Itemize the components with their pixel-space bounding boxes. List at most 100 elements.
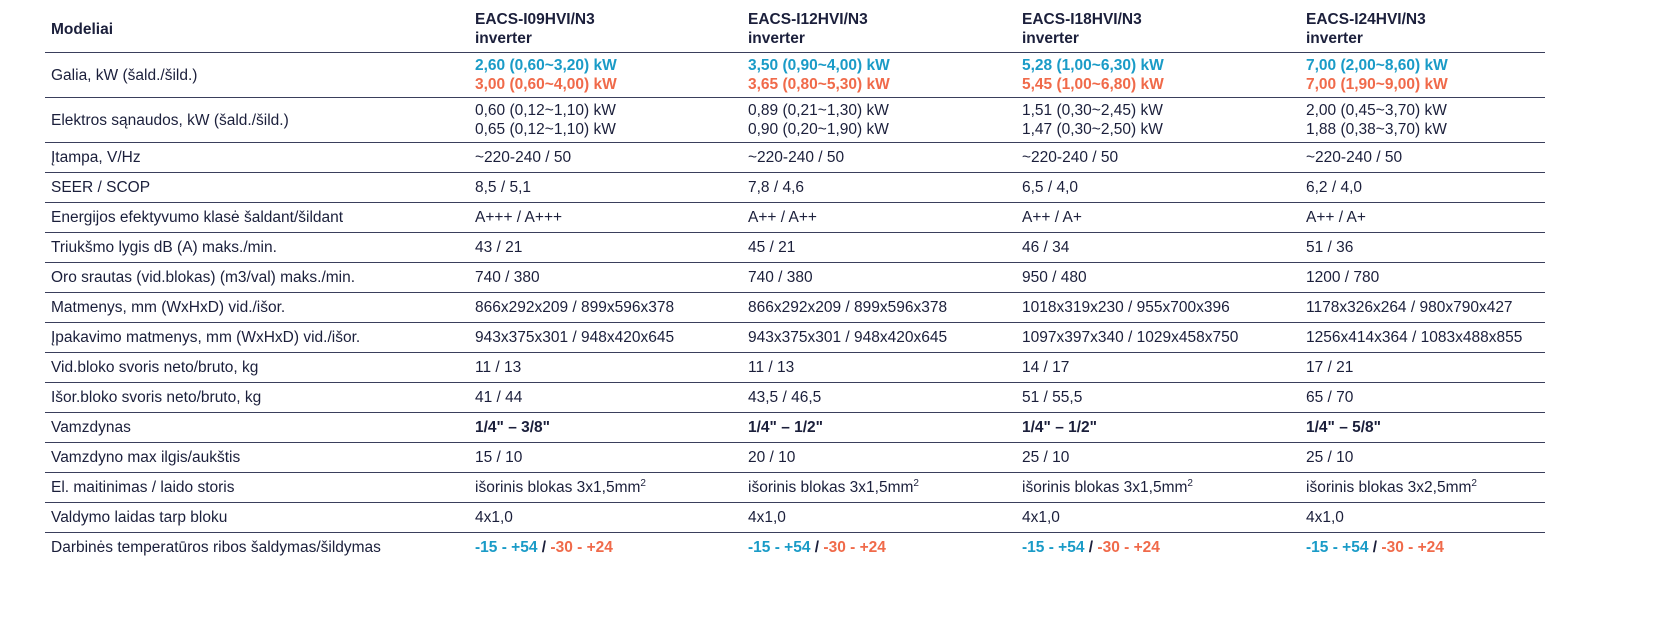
heating-range: -30 - +24 bbox=[1381, 539, 1444, 556]
table-cell: 740 / 380 bbox=[475, 269, 540, 286]
table-cell: 43 / 21 bbox=[475, 239, 523, 256]
cooling-power: 2,60 (0,60~3,20) kW bbox=[475, 57, 617, 74]
row-indoor-weight: Vid.bloko svoris neto/bruto, kg 11 / 13 … bbox=[45, 353, 1545, 383]
consumption-heating: 0,65 (0,12~1,10) kW bbox=[475, 121, 616, 138]
range-separator: / bbox=[1088, 539, 1094, 556]
table-cell: 20 / 10 bbox=[748, 449, 796, 466]
row-airflow: Oro srautas (vid.blokas) (m3/val) maks./… bbox=[45, 263, 1545, 293]
table-cell: 41 / 44 bbox=[475, 389, 523, 406]
row-power-supply: El. maitinimas / laido storis išorinis b… bbox=[45, 473, 1545, 503]
row-label: Matmenys, mm (WxHxD) vid./išor. bbox=[51, 299, 286, 316]
table-cell: išorinis blokas 3x1,5mm2 bbox=[469, 473, 742, 503]
model-type: inverter bbox=[475, 30, 532, 47]
table-cell: 65 / 70 bbox=[1306, 389, 1354, 406]
table-cell: 1200 / 780 bbox=[1306, 269, 1380, 286]
table-cell: 51 / 36 bbox=[1306, 239, 1354, 256]
temperature-cell: -15 - +54 / -30 - +24 bbox=[742, 533, 1016, 563]
row-piping: Vamzdynas 1/4" – 3/8" 1/4" – 1/2" 1/4" –… bbox=[45, 413, 1545, 443]
superscript: 2 bbox=[640, 477, 646, 489]
model-type: inverter bbox=[1022, 30, 1079, 47]
superscript: 2 bbox=[1187, 477, 1193, 489]
row-outdoor-weight: Išor.bloko svoris neto/bruto, kg 41 / 44… bbox=[45, 383, 1545, 413]
model-header: EACS-I12HVI/N3 inverter bbox=[742, 6, 1016, 53]
power-supply-value: išorinis blokas 3x1,5mm bbox=[475, 479, 641, 496]
consumption-cell: 0,60 (0,12~1,10) kW 0,65 (0,12~1,10) kW bbox=[469, 98, 742, 143]
model-name: EACS-I24HVI/N3 bbox=[1306, 11, 1426, 28]
row-operating-temperature: Darbinės temperatūros ribos šaldymas/šil… bbox=[45, 533, 1545, 563]
row-voltage: Įtampa, V/Hz ~220-240 / 50 ~220-240 / 50… bbox=[45, 143, 1545, 173]
spec-table: Modeliai EACS-I09HVI/N3 inverter EACS-I1… bbox=[45, 6, 1545, 562]
table-cell: A+++ / A+++ bbox=[475, 209, 563, 226]
model-name: EACS-I18HVI/N3 bbox=[1022, 11, 1142, 28]
consumption-heating: 1,88 (0,38~3,70) kW bbox=[1306, 121, 1447, 138]
consumption-heating: 1,47 (0,30~2,50) kW bbox=[1022, 121, 1163, 138]
table-cell: 11 / 13 bbox=[475, 359, 522, 376]
row-consumption: Elektros sąnaudos, kW (šald./šild.) 0,60… bbox=[45, 98, 1545, 143]
cooling-power: 5,28 (1,00~6,30) kW bbox=[1022, 57, 1164, 74]
table-cell: 1/4" – 3/8" bbox=[475, 419, 551, 436]
model-type: inverter bbox=[748, 30, 805, 47]
range-separator: / bbox=[1372, 539, 1378, 556]
temperature-cell: -15 - +54 / -30 - +24 bbox=[1300, 533, 1545, 563]
row-noise: Triukšmo lygis dB (A) maks./min. 43 / 21… bbox=[45, 233, 1545, 263]
consumption-cell: 2,00 (0,45~3,70) kW 1,88 (0,38~3,70) kW bbox=[1300, 98, 1545, 143]
consumption-heating: 0,90 (0,20~1,90) kW bbox=[748, 121, 889, 138]
table-cell: A++ / A++ bbox=[748, 209, 817, 226]
consumption-cooling: 0,60 (0,12~1,10) kW bbox=[475, 102, 616, 119]
row-label: Vid.bloko svoris neto/bruto, kg bbox=[51, 359, 259, 376]
temperature-cell: -15 - +54 / -30 - +24 bbox=[1016, 533, 1300, 563]
consumption-cooling: 2,00 (0,45~3,70) kW bbox=[1306, 102, 1447, 119]
table-cell: išorinis blokas 3x2,5mm2 bbox=[1300, 473, 1545, 503]
power-supply-value: išorinis blokas 3x2,5mm bbox=[1306, 479, 1472, 496]
superscript: 2 bbox=[913, 477, 919, 489]
consumption-cooling: 1,51 (0,30~2,45) kW bbox=[1022, 102, 1163, 119]
model-name: EACS-I12HVI/N3 bbox=[748, 11, 868, 28]
heating-range: -30 - +24 bbox=[550, 539, 613, 556]
power-cell: 7,00 (2,00~8,60) kW 7,00 (1,90~9,00) kW bbox=[1300, 53, 1545, 98]
row-label: Darbinės temperatūros ribos šaldymas/šil… bbox=[51, 539, 381, 556]
table-cell: ~220-240 / 50 bbox=[475, 149, 572, 166]
heating-power: 3,65 (0,80~5,30) kW bbox=[748, 76, 890, 93]
table-cell: 943x375x301 / 948x420x645 bbox=[748, 329, 948, 346]
model-header: EACS-I24HVI/N3 inverter bbox=[1300, 6, 1545, 53]
table-cell: 46 / 34 bbox=[1022, 239, 1070, 256]
power-supply-value: išorinis blokas 3x1,5mm bbox=[1022, 479, 1188, 496]
model-name: EACS-I09HVI/N3 bbox=[475, 11, 595, 28]
power-supply-value: išorinis blokas 3x1,5mm bbox=[748, 479, 914, 496]
header-label: Modeliai bbox=[51, 20, 114, 38]
table-cell: A++ / A+ bbox=[1306, 209, 1366, 226]
model-header: EACS-I18HVI/N3 inverter bbox=[1016, 6, 1300, 53]
row-label: Valdymo laidas tarp bloku bbox=[51, 509, 228, 526]
model-type: inverter bbox=[1306, 30, 1363, 47]
table-cell: 4x1,0 bbox=[1022, 509, 1060, 526]
header-row: Modeliai EACS-I09HVI/N3 inverter EACS-I1… bbox=[45, 6, 1545, 53]
consumption-cell: 1,51 (0,30~2,45) kW 1,47 (0,30~2,50) kW bbox=[1016, 98, 1300, 143]
table-cell: 1018x319x230 / 955x700x396 bbox=[1022, 299, 1230, 316]
table-cell: 866x292x209 / 899x596x378 bbox=[748, 299, 948, 316]
row-label: Vamzdynas bbox=[51, 419, 131, 436]
table-cell: 45 / 21 bbox=[748, 239, 796, 256]
table-cell: 11 / 13 bbox=[748, 359, 795, 376]
table-cell: 51 / 55,5 bbox=[1022, 389, 1083, 406]
table-cell: 1/4" – 1/2" bbox=[748, 419, 824, 436]
row-label: El. maitinimas / laido storis bbox=[51, 479, 235, 496]
table-cell: ~220-240 / 50 bbox=[748, 149, 845, 166]
row-control-cable: Valdymo laidas tarp bloku 4x1,0 4x1,0 4x… bbox=[45, 503, 1545, 533]
consumption-cell: 0,89 (0,21~1,30) kW 0,90 (0,20~1,90) kW bbox=[742, 98, 1016, 143]
heating-range: -30 - +24 bbox=[1097, 539, 1160, 556]
consumption-cooling: 0,89 (0,21~1,30) kW bbox=[748, 102, 889, 119]
range-separator: / bbox=[814, 539, 820, 556]
table-cell: 7,8 / 4,6 bbox=[748, 179, 805, 196]
table-cell: 740 / 380 bbox=[748, 269, 813, 286]
heating-power: 5,45 (1,00~6,80) kW bbox=[1022, 76, 1164, 93]
table-cell: 4x1,0 bbox=[475, 509, 513, 526]
table-cell: 1/4" – 5/8" bbox=[1306, 419, 1382, 436]
table-cell: 1097x397x340 / 1029x458x750 bbox=[1022, 329, 1239, 346]
table-cell: 8,5 / 5,1 bbox=[475, 179, 532, 196]
row-label: Galia, kW (šald./šild.) bbox=[51, 66, 198, 84]
power-cell: 5,28 (1,00~6,30) kW 5,45 (1,00~6,80) kW bbox=[1016, 53, 1300, 98]
cooling-power: 3,50 (0,90~4,00) kW bbox=[748, 57, 890, 74]
row-seer-scop: SEER / SCOP 8,5 / 5,1 7,8 / 4,6 6,5 / 4,… bbox=[45, 173, 1545, 203]
model-header: EACS-I09HVI/N3 inverter bbox=[469, 6, 742, 53]
table-cell: 17 / 21 bbox=[1306, 359, 1354, 376]
